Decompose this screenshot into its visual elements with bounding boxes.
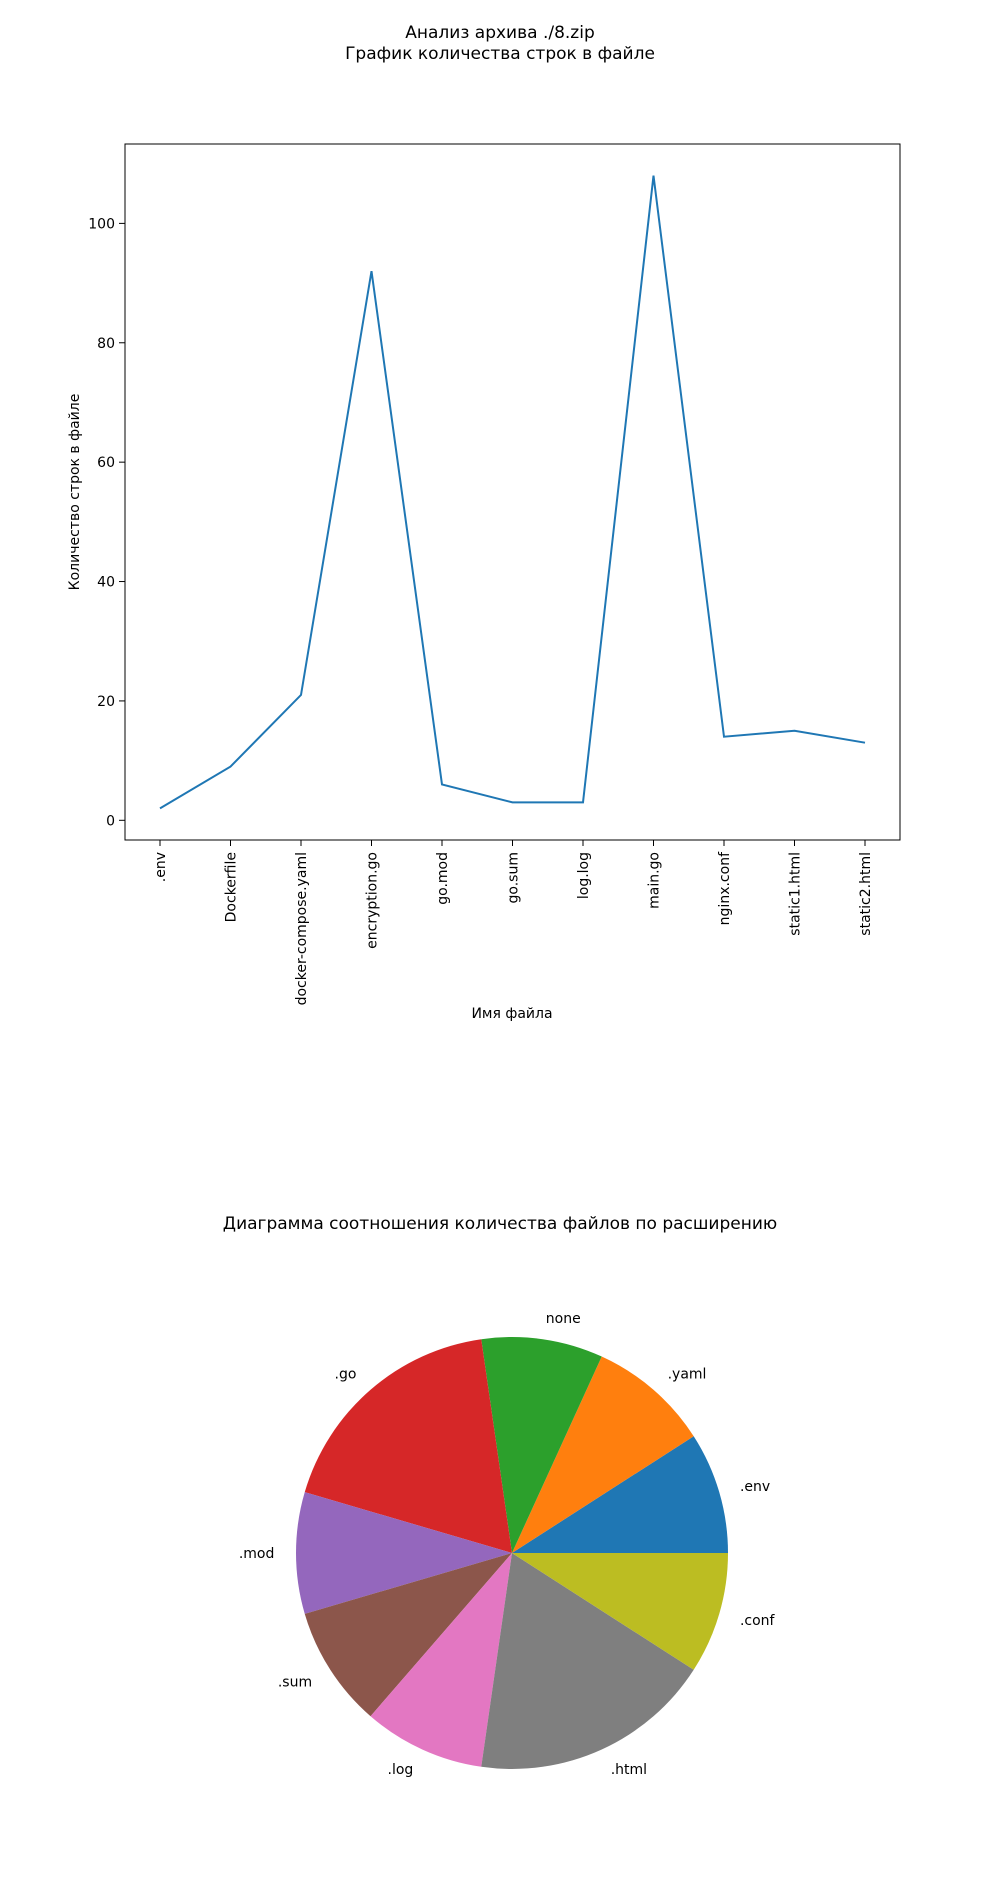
x-tick-label: encryption.go [365,852,381,949]
y-axis-label: Количество строк в файле [67,394,83,591]
pie-labels: .env .yaml none .go .mod .sum .log .html .conf [239,1311,776,1778]
figure-title-line1: Анализ архива ./8.zip [405,23,594,43]
pie-label: none [546,1311,581,1327]
pie-chart: Диаграмма соотношения количества файлов … [223,1214,777,1778]
pie-slice [304,1339,512,1553]
x-axis-ticks: .env Dockerfile docker-compose.yaml encrypt… [153,840,874,1005]
pie-title: Диаграмма соотношения количества файлов … [223,1214,777,1234]
pie-label: .yaml [668,1366,707,1382]
y-tick-label: 20 [97,694,115,710]
pie-label: .sum [278,1674,312,1690]
x-tick-label: nginx.conf [717,851,733,925]
pie-slice [512,1356,694,1553]
y-tick-label: 0 [106,813,115,829]
x-axis-label: Имя файла [471,1006,552,1022]
y-tick-label: 60 [97,455,115,471]
x-tick-label: log.log [576,852,592,899]
pie-slice [481,1337,602,1553]
x-tick-label: docker-compose.yaml [294,852,310,1005]
x-tick-label: static2.html [858,852,874,936]
pie-slice [296,1492,512,1614]
x-tick-label: go.mod [435,852,451,905]
line-chart: 0 20 40 60 80 100 .env Dockerfile docker-compos… [67,143,901,1022]
pie-slice [304,1553,512,1717]
pie-label: .html [611,1762,647,1778]
x-tick-label: Dockerfile [224,852,240,922]
pie-label: .conf [740,1613,776,1629]
pie-label: .log [388,1762,414,1778]
x-tick-label: go.sum [506,852,522,903]
pie-slice [370,1553,512,1767]
figure-title-line2: График количества строк в файле [345,44,655,64]
x-tick-label: .env [153,852,169,882]
x-tick-label: main.go [647,852,663,909]
line-series [159,175,866,810]
y-tick-label: 100 [88,216,115,232]
pie-label: .mod [239,1546,275,1562]
pie-label: .env [740,1479,770,1495]
y-tick-label: 80 [97,336,115,352]
line-plot-area [124,143,901,841]
x-tick-label: static1.html [788,852,804,936]
y-tick-label: 40 [97,575,115,591]
pie-label: .go [335,1366,357,1382]
pie-slice [512,1553,728,1670]
y-axis-ticks: 0 20 40 60 80 100 [88,216,125,829]
pie-slice [512,1436,728,1553]
pie-slices [296,1337,728,1769]
pie-slice [481,1553,694,1769]
